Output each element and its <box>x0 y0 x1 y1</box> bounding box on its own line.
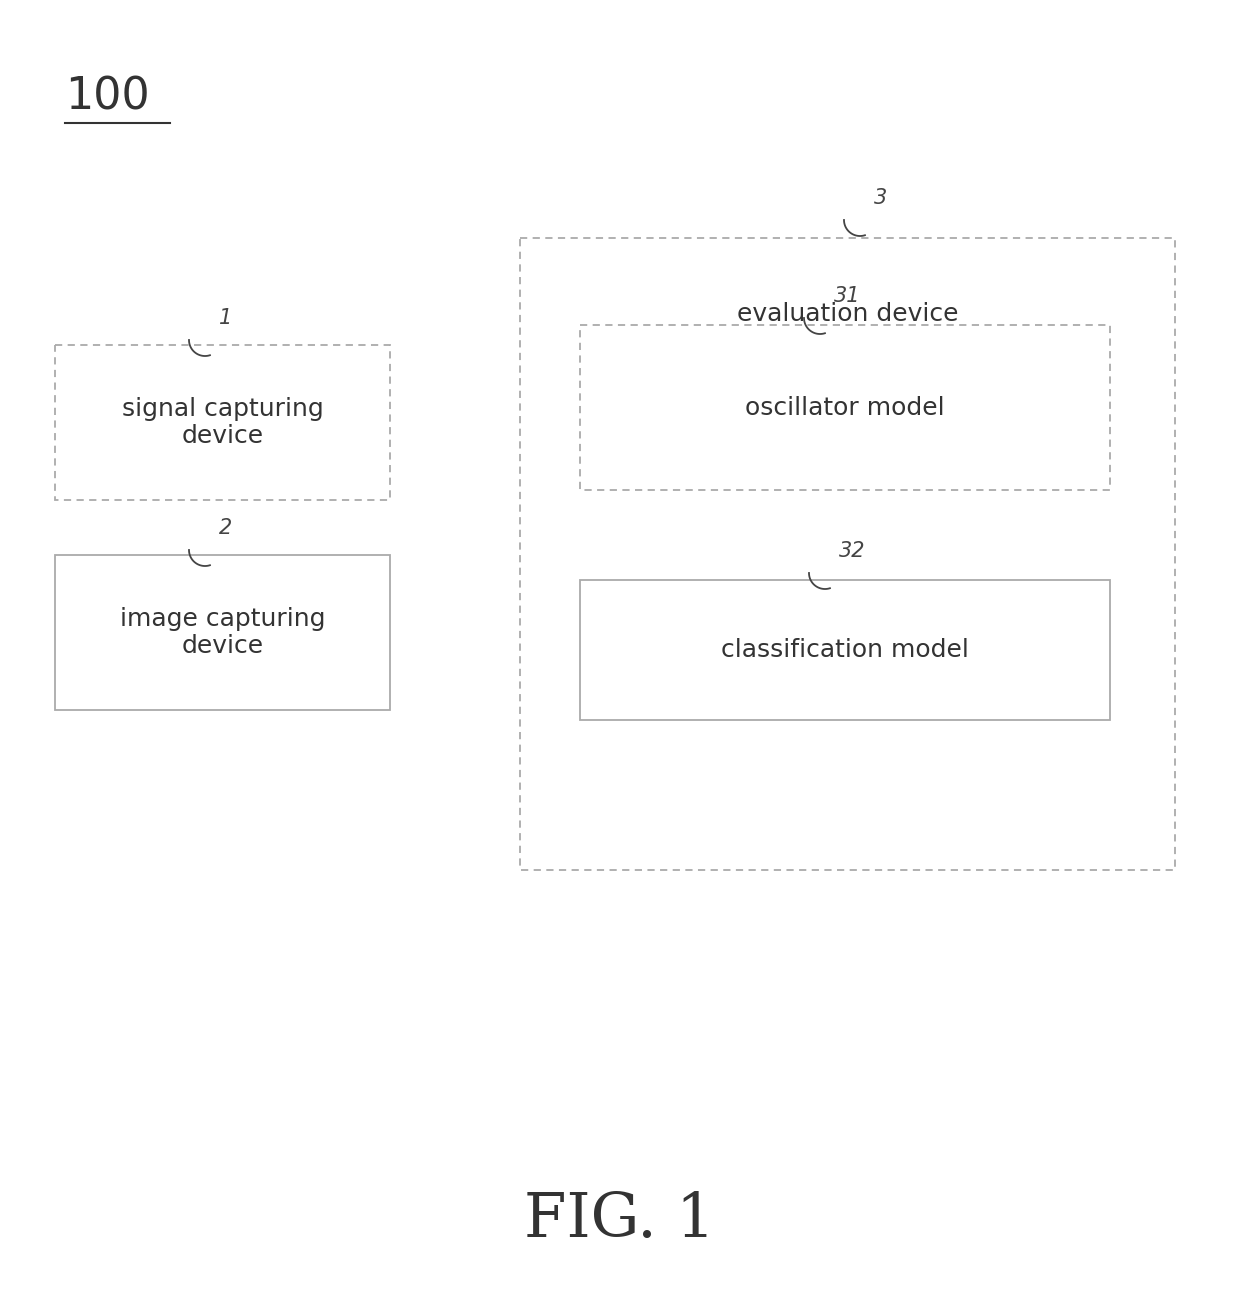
Text: image capturing
device: image capturing device <box>120 606 325 659</box>
Text: 2: 2 <box>219 518 232 538</box>
Bar <box>580 580 1110 721</box>
Text: FIG. 1: FIG. 1 <box>525 1190 715 1251</box>
Bar <box>580 325 1110 490</box>
Text: signal capturing
device: signal capturing device <box>122 397 324 448</box>
Text: 1: 1 <box>219 308 232 327</box>
Bar <box>55 345 391 500</box>
Text: 100: 100 <box>64 75 150 118</box>
Text: 3: 3 <box>874 188 888 208</box>
Bar <box>520 238 1176 871</box>
Text: oscillator model: oscillator model <box>745 396 945 419</box>
Text: evaluation device: evaluation device <box>737 301 959 326</box>
Bar <box>55 555 391 710</box>
Text: 32: 32 <box>839 540 866 562</box>
Text: 31: 31 <box>835 285 861 306</box>
Text: classification model: classification model <box>722 638 968 661</box>
